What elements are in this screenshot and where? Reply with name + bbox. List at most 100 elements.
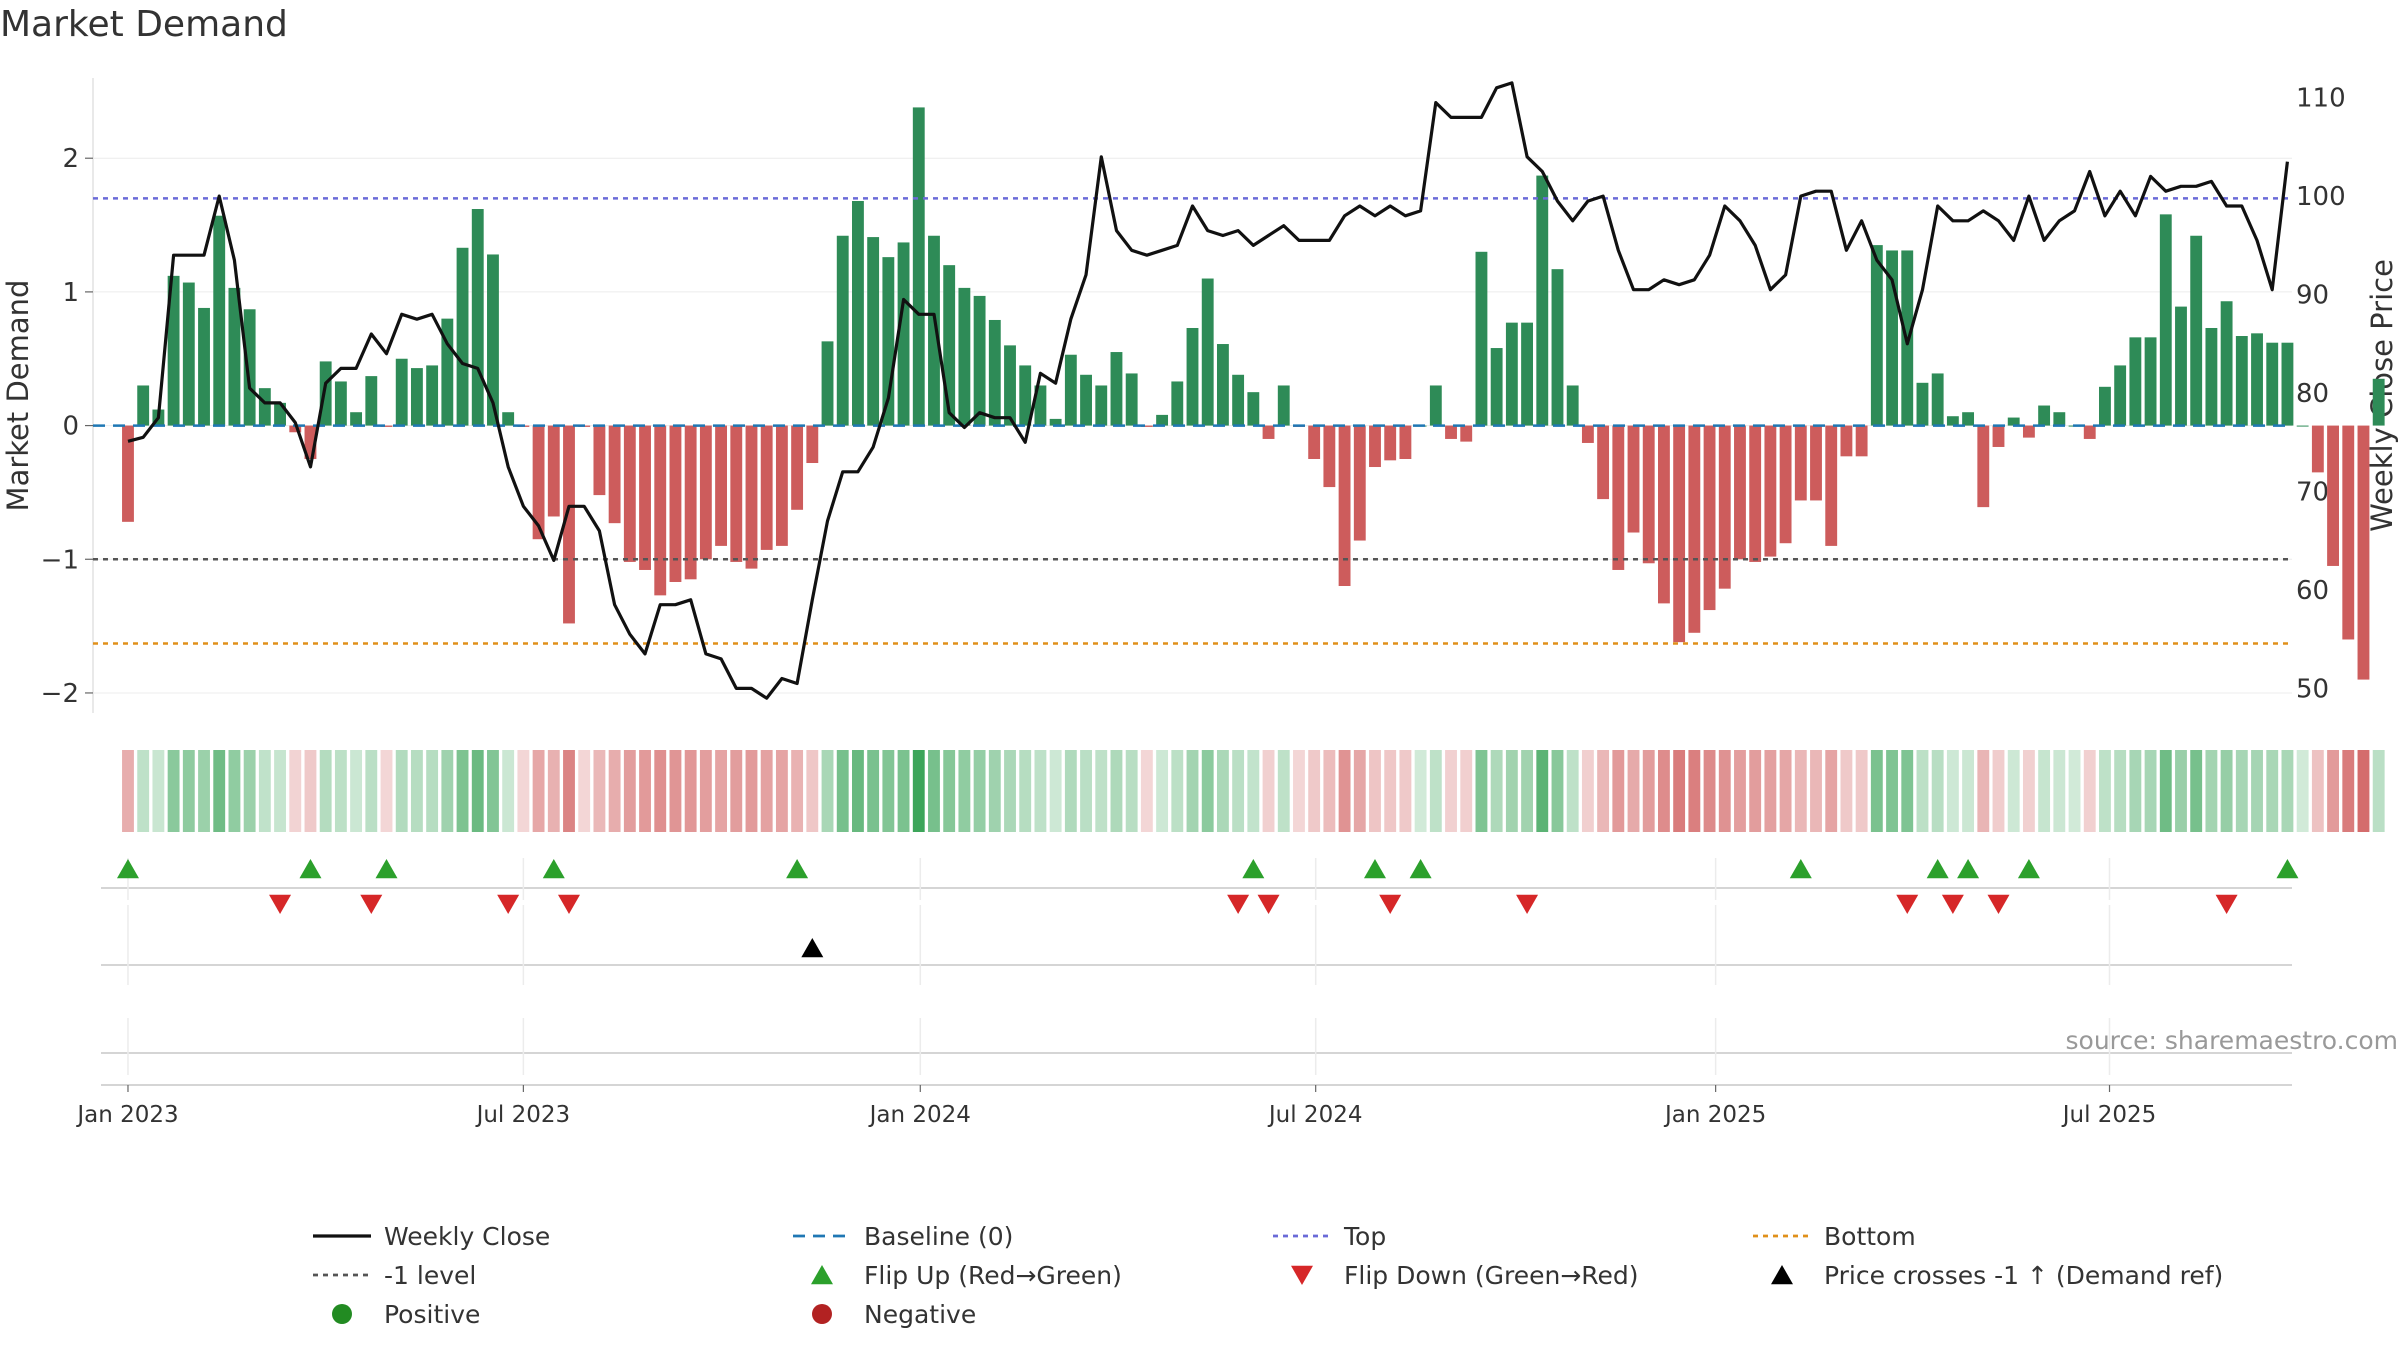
- heat-cell: [2342, 750, 2355, 832]
- heat-cell: [2175, 750, 2187, 832]
- demand-bar: [213, 215, 226, 426]
- heat-cell: [1658, 750, 1670, 832]
- demand-bar: [1080, 374, 1092, 426]
- x-tick-label: Jul 2025: [2061, 1102, 2157, 1128]
- demand-bar: [806, 425, 819, 464]
- demand-bar: [502, 412, 515, 426]
- demand-bar: [715, 425, 727, 546]
- flip-up-marker: [1926, 859, 1949, 879]
- demand-bar: [1992, 425, 2005, 447]
- y-tick-label: 1: [62, 278, 79, 308]
- demand-bar: [1718, 425, 1731, 589]
- heat-cell: [167, 750, 180, 832]
- heat-cell: [760, 750, 773, 832]
- demand-bar: [1779, 425, 1792, 544]
- demand-bar: [1369, 425, 1381, 468]
- heat-cell: [2220, 750, 2233, 832]
- price-cross-marker: [801, 938, 824, 958]
- heat-cell: [1946, 750, 1959, 832]
- heat-cell: [2357, 750, 2370, 832]
- heat-cell: [1323, 750, 1336, 832]
- flip-up-marker: [375, 859, 398, 879]
- x-tick-label: Jan 2025: [1663, 1102, 1766, 1128]
- demand-bar: [380, 425, 393, 427]
- heat-cell: [988, 750, 1001, 832]
- demand-bar: [1946, 416, 1959, 426]
- demand-bar: [730, 425, 743, 562]
- x-tick-label: Jul 2023: [475, 1102, 571, 1128]
- y-tick-label: 0: [62, 412, 79, 442]
- demand-bar: [1308, 425, 1321, 459]
- heat-cell: [1232, 750, 1245, 832]
- demand-bar: [2220, 301, 2233, 426]
- heat-cell: [943, 750, 956, 832]
- demand-bar: [1612, 425, 1625, 570]
- demand-bar: [426, 365, 439, 426]
- heat-cell: [563, 750, 575, 832]
- legend-swatch: [332, 1304, 352, 1324]
- demand-bar: [137, 385, 150, 426]
- heat-cell: [593, 750, 606, 832]
- demand-bar: [821, 341, 834, 426]
- flip-down-marker: [360, 894, 383, 914]
- demand-bar: [1870, 245, 1883, 426]
- heat-cell: [1064, 750, 1077, 832]
- demand-bar: [2022, 425, 2035, 438]
- heat-cell: [1262, 750, 1275, 832]
- demand-bar: [319, 361, 332, 426]
- heat-cell: [2235, 750, 2248, 832]
- flip-down-marker: [1896, 894, 1919, 914]
- heat-cell: [1201, 750, 1214, 832]
- heat-cell: [1445, 750, 1457, 832]
- demand-bar: [912, 107, 925, 426]
- heat-cell: [228, 750, 241, 832]
- legend-label: Price crosses -1 ↑ (Demand ref): [1824, 1261, 2223, 1290]
- demand-bar: [1734, 425, 1746, 560]
- legend-swatch: [811, 1265, 833, 1285]
- source-label: source: sharemaestro.com: [2066, 1026, 2399, 1055]
- demand-bar: [2175, 306, 2187, 426]
- heat-cell: [1019, 750, 1032, 832]
- heat-cell: [958, 750, 971, 832]
- heat-cell: [213, 750, 226, 832]
- demand-bar: [2144, 337, 2157, 426]
- heat-cell: [122, 750, 134, 832]
- demand-bar: [2007, 417, 2020, 426]
- heat-cell: [836, 750, 849, 832]
- heat-cell: [2296, 750, 2309, 832]
- heat-cell: [2022, 750, 2035, 832]
- demand-bar: [1566, 385, 1579, 426]
- demand-bar: [2251, 333, 2263, 426]
- demand-bar: [228, 287, 241, 426]
- heat-cell: [1277, 750, 1290, 832]
- demand-bar: [1156, 414, 1169, 426]
- flip-down-marker: [1257, 894, 1280, 914]
- y-tick-label: 2: [62, 144, 79, 174]
- heat-cell: [1977, 750, 1990, 832]
- demand-bar: [1931, 373, 1944, 426]
- heat-cell: [1034, 750, 1047, 832]
- heat-cell: [1551, 750, 1564, 832]
- heat-cell: [1475, 750, 1488, 832]
- heat-cell: [2266, 750, 2279, 832]
- weekly-close-line: [127, 81, 2289, 700]
- demand-bar: [608, 425, 621, 524]
- demand-bar: [441, 318, 454, 426]
- demand-bar: [243, 309, 256, 426]
- heat-cell: [1779, 750, 1792, 832]
- heat-cell: [623, 750, 636, 832]
- heat-cell: [1004, 750, 1016, 832]
- heat-cell: [334, 750, 347, 832]
- heat-cell: [258, 750, 271, 832]
- demand-bar: [2083, 425, 2096, 439]
- heat-cell: [973, 750, 986, 832]
- heat-cell: [1840, 750, 1853, 832]
- demand-bar: [258, 388, 271, 426]
- demand-bar: [1794, 425, 1807, 501]
- heat-cell: [1095, 750, 1108, 832]
- heat-cell: [502, 750, 515, 832]
- demand-bar: [2311, 425, 2324, 473]
- demand-bar: [1049, 418, 1062, 426]
- heat-cell: [2068, 750, 2081, 832]
